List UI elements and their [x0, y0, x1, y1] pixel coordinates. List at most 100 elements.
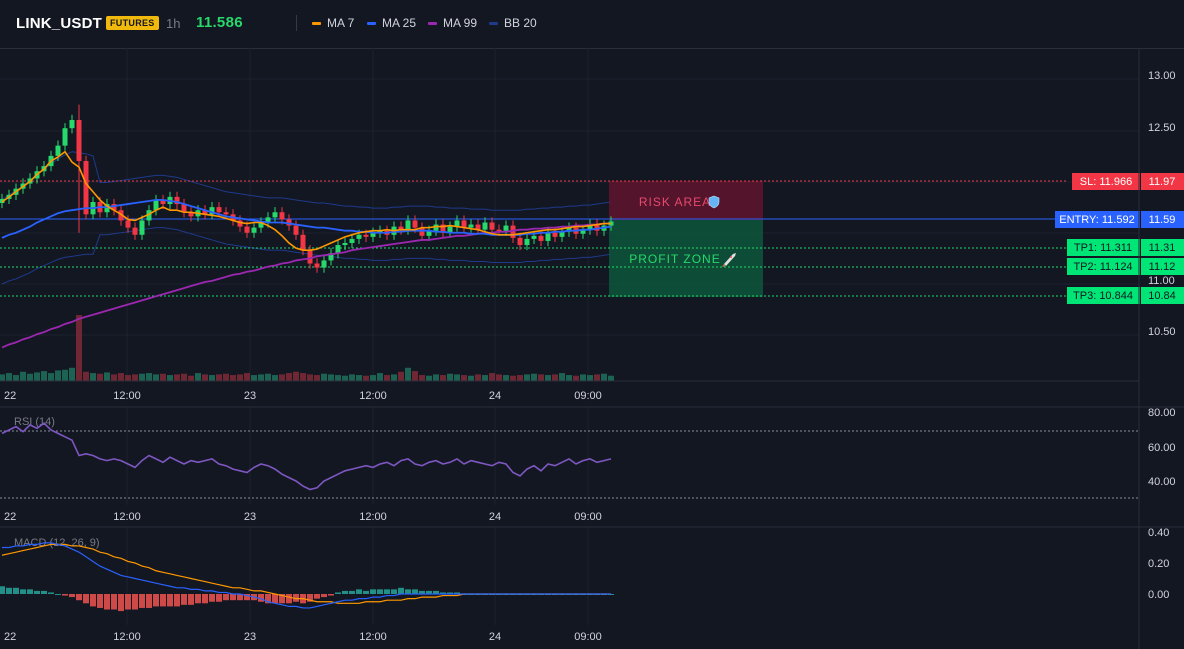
macd-histogram-bar [419, 590, 425, 594]
ma7-line [1, 150, 611, 251]
time-label: 24 [489, 390, 501, 402]
tp1-tag-bg [1067, 239, 1140, 256]
volume-bar [181, 373, 187, 381]
profit-zone [609, 220, 763, 297]
tp3-tag: TP3: 10.844 [1073, 290, 1133, 302]
volume-bar [195, 373, 201, 381]
symbol-title[interactable]: LINK_USDT [16, 15, 102, 32]
macd-histogram-bar [0, 586, 5, 594]
volume-bar [489, 373, 495, 381]
sl-value: 11.97 [1149, 176, 1176, 188]
tp2-tag: TP2: 11.124 [1073, 261, 1132, 273]
candle-body [503, 225, 509, 231]
macd-histogram-bar [328, 594, 334, 596]
time-label: 23 [244, 390, 256, 402]
header-divider [296, 15, 297, 31]
volume-bar [433, 374, 439, 381]
grid [0, 48, 1139, 625]
candle-body [69, 120, 75, 129]
macd-histogram-bar [426, 590, 432, 594]
candle-body [125, 220, 131, 228]
candle-body [300, 234, 306, 251]
volume-bar [125, 375, 131, 381]
sl-value-bg [1141, 173, 1184, 190]
volume-bar [272, 375, 278, 381]
macd-histogram-bar [167, 594, 173, 607]
candle-body [265, 217, 271, 223]
macd-histogram-bar [293, 594, 299, 602]
legend-ma25-label: MA 25 [382, 16, 417, 30]
volume-bar [293, 371, 299, 381]
time-axis-rsi: 22 12:00 23 12:00 24 09:00 [4, 511, 602, 523]
volume-bar [244, 373, 250, 381]
bollinger-bands [1, 151, 612, 285]
macd-histogram-bar [223, 594, 229, 601]
macd-histogram-bar [97, 594, 103, 608]
volume-bar [559, 373, 565, 381]
candle-body [566, 227, 572, 232]
volume-bar [454, 374, 460, 381]
candle-body [209, 207, 215, 215]
price-tick: 12.50 [1148, 122, 1176, 134]
macd-histogram-bar [272, 594, 278, 604]
macd-histogram-bar [230, 594, 236, 601]
macd-histogram-bar [83, 594, 89, 604]
legend-ma99-label: MA 99 [443, 16, 478, 30]
sl-tag: SL: 11.966 [1080, 176, 1132, 188]
candle-body [286, 219, 292, 226]
bb-upper-band [1, 151, 612, 211]
rsi-tick: 40.00 [1148, 476, 1176, 488]
candle-body [426, 230, 432, 236]
legend-ma7-label: MA 7 [327, 16, 355, 30]
macd-histogram-bar [321, 594, 327, 598]
ma7-swatch [312, 21, 321, 25]
macd-histogram-bar [153, 594, 159, 607]
macd-histogram-bar [412, 589, 418, 594]
macd-histogram-bar [90, 594, 96, 607]
macd-histogram-bar [20, 589, 26, 594]
candle-body [370, 232, 376, 237]
volume-bar [342, 375, 348, 381]
volume-bar [62, 369, 68, 381]
time-label: 23 [244, 631, 256, 643]
timeframe-label[interactable]: 1h [166, 16, 181, 31]
volume-bar [594, 374, 600, 381]
candle-body [496, 229, 502, 232]
candle-body [76, 120, 82, 161]
time-label: 22 [4, 511, 16, 523]
macd-histogram-bar [139, 594, 145, 608]
volume-bar [34, 372, 40, 381]
legend-ma25[interactable]: MA 25 [367, 16, 416, 30]
tp2-value: 11.12 [1149, 261, 1176, 273]
volume-bar [398, 371, 404, 381]
volume-bar [566, 375, 572, 381]
macd-histogram-bar [363, 590, 369, 594]
time-axis-main: 22 12:00 23 12:00 24 09:00 [4, 390, 602, 402]
candle-body [279, 212, 285, 220]
candle-body [552, 232, 558, 237]
volume-bar [377, 373, 383, 381]
time-label: 12:00 [359, 390, 387, 402]
candle-body [258, 222, 264, 228]
volume-bar [573, 375, 579, 381]
candle-body [398, 226, 404, 230]
macd-histogram-bar [6, 587, 12, 594]
macd-histogram-bar [405, 589, 411, 594]
candle-body [83, 161, 89, 215]
volume-bar [300, 373, 306, 381]
volume-bar [20, 371, 26, 381]
risk-area-zone [609, 181, 763, 220]
legend-ma99[interactable]: MA 99 [428, 16, 477, 30]
entry-value-bg [1141, 211, 1184, 228]
volume-bar [55, 370, 61, 381]
tp2-tag-bg [1067, 258, 1140, 275]
macd-tick: 0.40 [1148, 527, 1169, 539]
candle-body [251, 227, 257, 233]
legend-bb20[interactable]: BB 20 [489, 16, 537, 30]
entry-value: 11.59 [1149, 214, 1176, 226]
legend-ma7[interactable]: MA 7 [312, 16, 354, 30]
volume-bar [321, 373, 327, 381]
volume-bar [97, 373, 103, 381]
bb20-swatch [489, 21, 498, 25]
